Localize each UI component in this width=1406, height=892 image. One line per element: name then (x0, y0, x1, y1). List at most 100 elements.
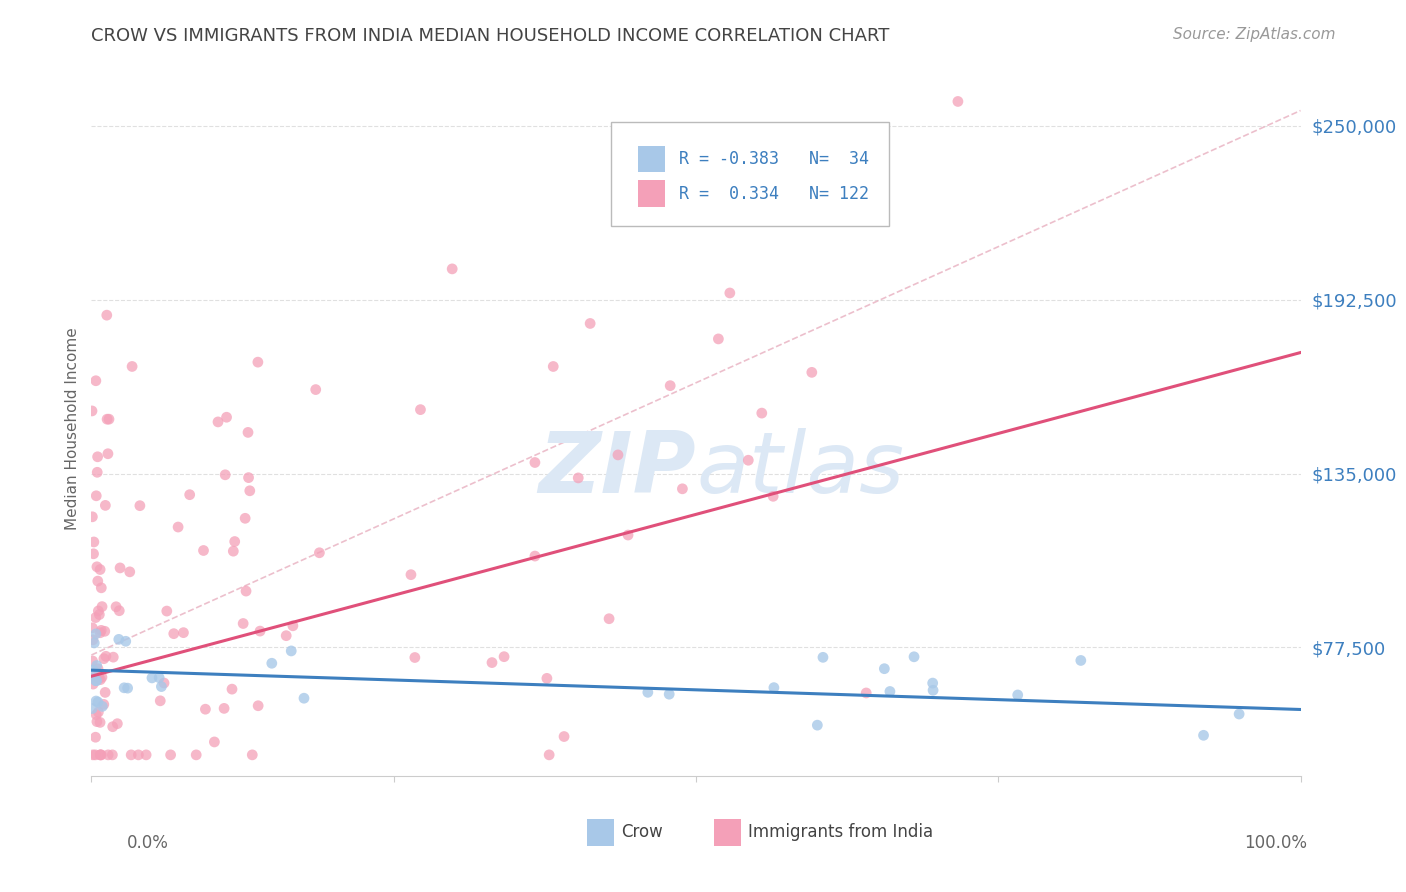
Point (249, 624, 271, 639)
Point (260, 657, 283, 671)
Point (94, 499, 117, 513)
Point (86, 714, 108, 729)
Point (658, 687, 681, 701)
Point (83, 547, 105, 561)
Text: CROW VS IMMIGRANTS FROM INDIA MEDIAN HOUSEHOLD INCOME CORRELATION CHART: CROW VS IMMIGRANTS FROM INDIA MEDIAN HOU… (91, 27, 890, 45)
Text: ZIP: ZIP (538, 428, 696, 511)
Point (91, 599, 114, 614)
Point (82, 747, 104, 762)
Point (236, 425, 259, 440)
Point (84, 489, 107, 503)
Text: atlas: atlas (696, 428, 904, 511)
Point (94, 624, 117, 639)
Point (101, 747, 124, 762)
Point (536, 671, 558, 685)
Point (921, 676, 943, 690)
Point (89, 747, 111, 762)
Point (308, 546, 330, 560)
Point (103, 650, 125, 665)
Point (276, 629, 298, 643)
Point (86, 559, 108, 574)
Point (96, 412, 118, 426)
Point (811, 650, 834, 665)
Point (153, 676, 176, 690)
Point (87, 705, 110, 719)
Point (481, 656, 503, 670)
Point (87, 662, 110, 676)
Point (523, 549, 546, 563)
Point (82, 621, 104, 635)
Point (541, 359, 564, 374)
Point (80, 404, 103, 418)
Point (239, 483, 262, 498)
Point (946, 95, 969, 109)
Point (800, 365, 823, 379)
Point (538, 747, 561, 762)
Point (82, 509, 104, 524)
Point (108, 561, 131, 575)
Text: Immigrants from India: Immigrants from India (748, 823, 934, 841)
Point (89, 747, 111, 762)
Point (84, 707, 107, 722)
Point (96, 308, 118, 322)
Point (762, 681, 785, 695)
Point (94, 649, 117, 664)
Point (1070, 653, 1092, 667)
Point (232, 616, 254, 631)
Point (240, 747, 263, 762)
Point (107, 632, 129, 647)
Point (89, 562, 111, 576)
Point (105, 716, 128, 731)
Point (246, 355, 269, 369)
Point (82, 701, 104, 715)
Point (404, 650, 426, 665)
Point (83, 636, 105, 650)
Point (89, 715, 111, 730)
Point (87, 668, 110, 682)
Point (1227, 706, 1250, 721)
Point (90, 747, 112, 762)
Point (128, 499, 150, 513)
Point (84, 747, 107, 762)
Point (172, 625, 194, 640)
Point (89, 673, 111, 687)
Point (148, 671, 170, 685)
Point (1192, 728, 1215, 742)
Point (762, 489, 785, 503)
Y-axis label: Median Household Income: Median Household Income (65, 326, 80, 530)
Point (93, 698, 115, 712)
Point (233, 511, 256, 525)
Point (751, 406, 773, 420)
Point (607, 448, 630, 462)
Point (83, 535, 105, 549)
Point (90, 624, 112, 638)
Point (212, 701, 235, 715)
Point (441, 261, 464, 276)
Point (112, 681, 135, 695)
Point (637, 685, 659, 699)
Point (84, 730, 107, 744)
Point (579, 317, 602, 331)
Point (87, 604, 110, 618)
Point (281, 619, 304, 633)
Point (89, 625, 111, 640)
Point (207, 415, 229, 429)
Point (94, 685, 117, 699)
FancyBboxPatch shape (612, 122, 890, 227)
Point (873, 662, 896, 676)
Text: 100.0%: 100.0% (1244, 834, 1308, 852)
Point (120, 747, 142, 762)
FancyBboxPatch shape (588, 819, 614, 846)
FancyBboxPatch shape (714, 819, 741, 846)
Point (86, 673, 108, 688)
Point (101, 720, 124, 734)
Point (238, 470, 260, 484)
Text: 0.0%: 0.0% (127, 834, 169, 852)
Point (305, 383, 328, 397)
Point (224, 534, 246, 549)
Point (222, 544, 245, 558)
Point (214, 467, 236, 482)
Point (84, 694, 107, 708)
Point (167, 520, 190, 534)
Point (193, 543, 215, 558)
